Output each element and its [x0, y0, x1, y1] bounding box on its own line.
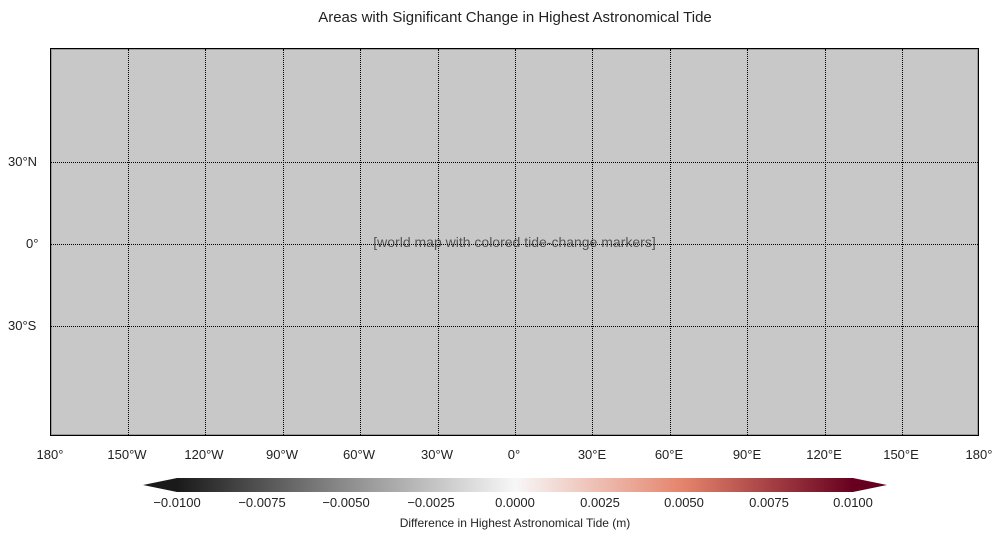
- lon-label: 150°E: [883, 447, 919, 462]
- colorbar-high-extend: [853, 478, 887, 492]
- meridian-60w: [360, 49, 361, 435]
- lon-label: 120°W: [184, 447, 224, 462]
- colorbar-tick: 0.0075: [749, 495, 789, 510]
- lon-label: 90°E: [732, 447, 762, 462]
- colorbar-tick: −0.0050: [322, 495, 370, 510]
- colorbar-label: Difference in Highest Astronomical Tide …: [399, 516, 631, 530]
- parallel-30s: [51, 326, 978, 327]
- colorbar-tick: 0.0050: [664, 495, 704, 510]
- colorbar-tick: 0.0025: [580, 495, 620, 510]
- meridian-30w: [438, 49, 439, 435]
- parallel-equator: [51, 244, 978, 245]
- lat-label-30n: 30°N: [8, 154, 38, 169]
- lon-label: 0°: [507, 447, 521, 462]
- meridian-60e: [670, 49, 671, 435]
- lon-label: 90°W: [266, 447, 298, 462]
- meridian-30e: [592, 49, 593, 435]
- map-placeholder-label: [world map with colored tide-change mark…: [373, 234, 656, 250]
- lon-label: 60°W: [343, 447, 375, 462]
- colorbar-tick: −0.0025: [407, 495, 455, 510]
- colorbar-tick: −0.0075: [238, 495, 286, 510]
- colorbar-tick: −0.0100: [153, 495, 201, 510]
- meridian-90w: [283, 49, 284, 435]
- colorbar-low-extend: [143, 478, 177, 492]
- map-frame: [world map with colored tide-change mark…: [50, 48, 979, 436]
- map-title: Areas with Significant Change in Highest…: [318, 9, 712, 26]
- parallel-30n: [51, 162, 978, 163]
- meridian-150w: [128, 49, 129, 435]
- colorbar-tick: 0.0100: [833, 495, 873, 510]
- meridian-0: [515, 49, 516, 435]
- meridian-120e: [825, 49, 826, 435]
- colorbar-ticks: −0.0100 −0.0075 −0.0050 −0.0025 0.0000 0…: [0, 495, 1003, 511]
- lon-label: 60°E: [654, 447, 684, 462]
- lon-label: 30°E: [577, 447, 607, 462]
- meridian-150e: [902, 49, 903, 435]
- meridian-90e: [747, 49, 748, 435]
- lon-label: 150°W: [107, 447, 147, 462]
- lon-label: 180°: [965, 447, 993, 462]
- colorbar-tick: 0.0000: [495, 495, 535, 510]
- colorbar-gradient: [143, 478, 887, 492]
- meridian-120w: [205, 49, 206, 435]
- lon-label: 180°: [36, 447, 64, 462]
- lat-label-30s: 30°S: [8, 318, 37, 333]
- lat-label-equator: 0°: [26, 236, 39, 251]
- colorbar: [143, 478, 887, 492]
- lon-label: 120°E: [806, 447, 842, 462]
- lon-label: 30°W: [421, 447, 453, 462]
